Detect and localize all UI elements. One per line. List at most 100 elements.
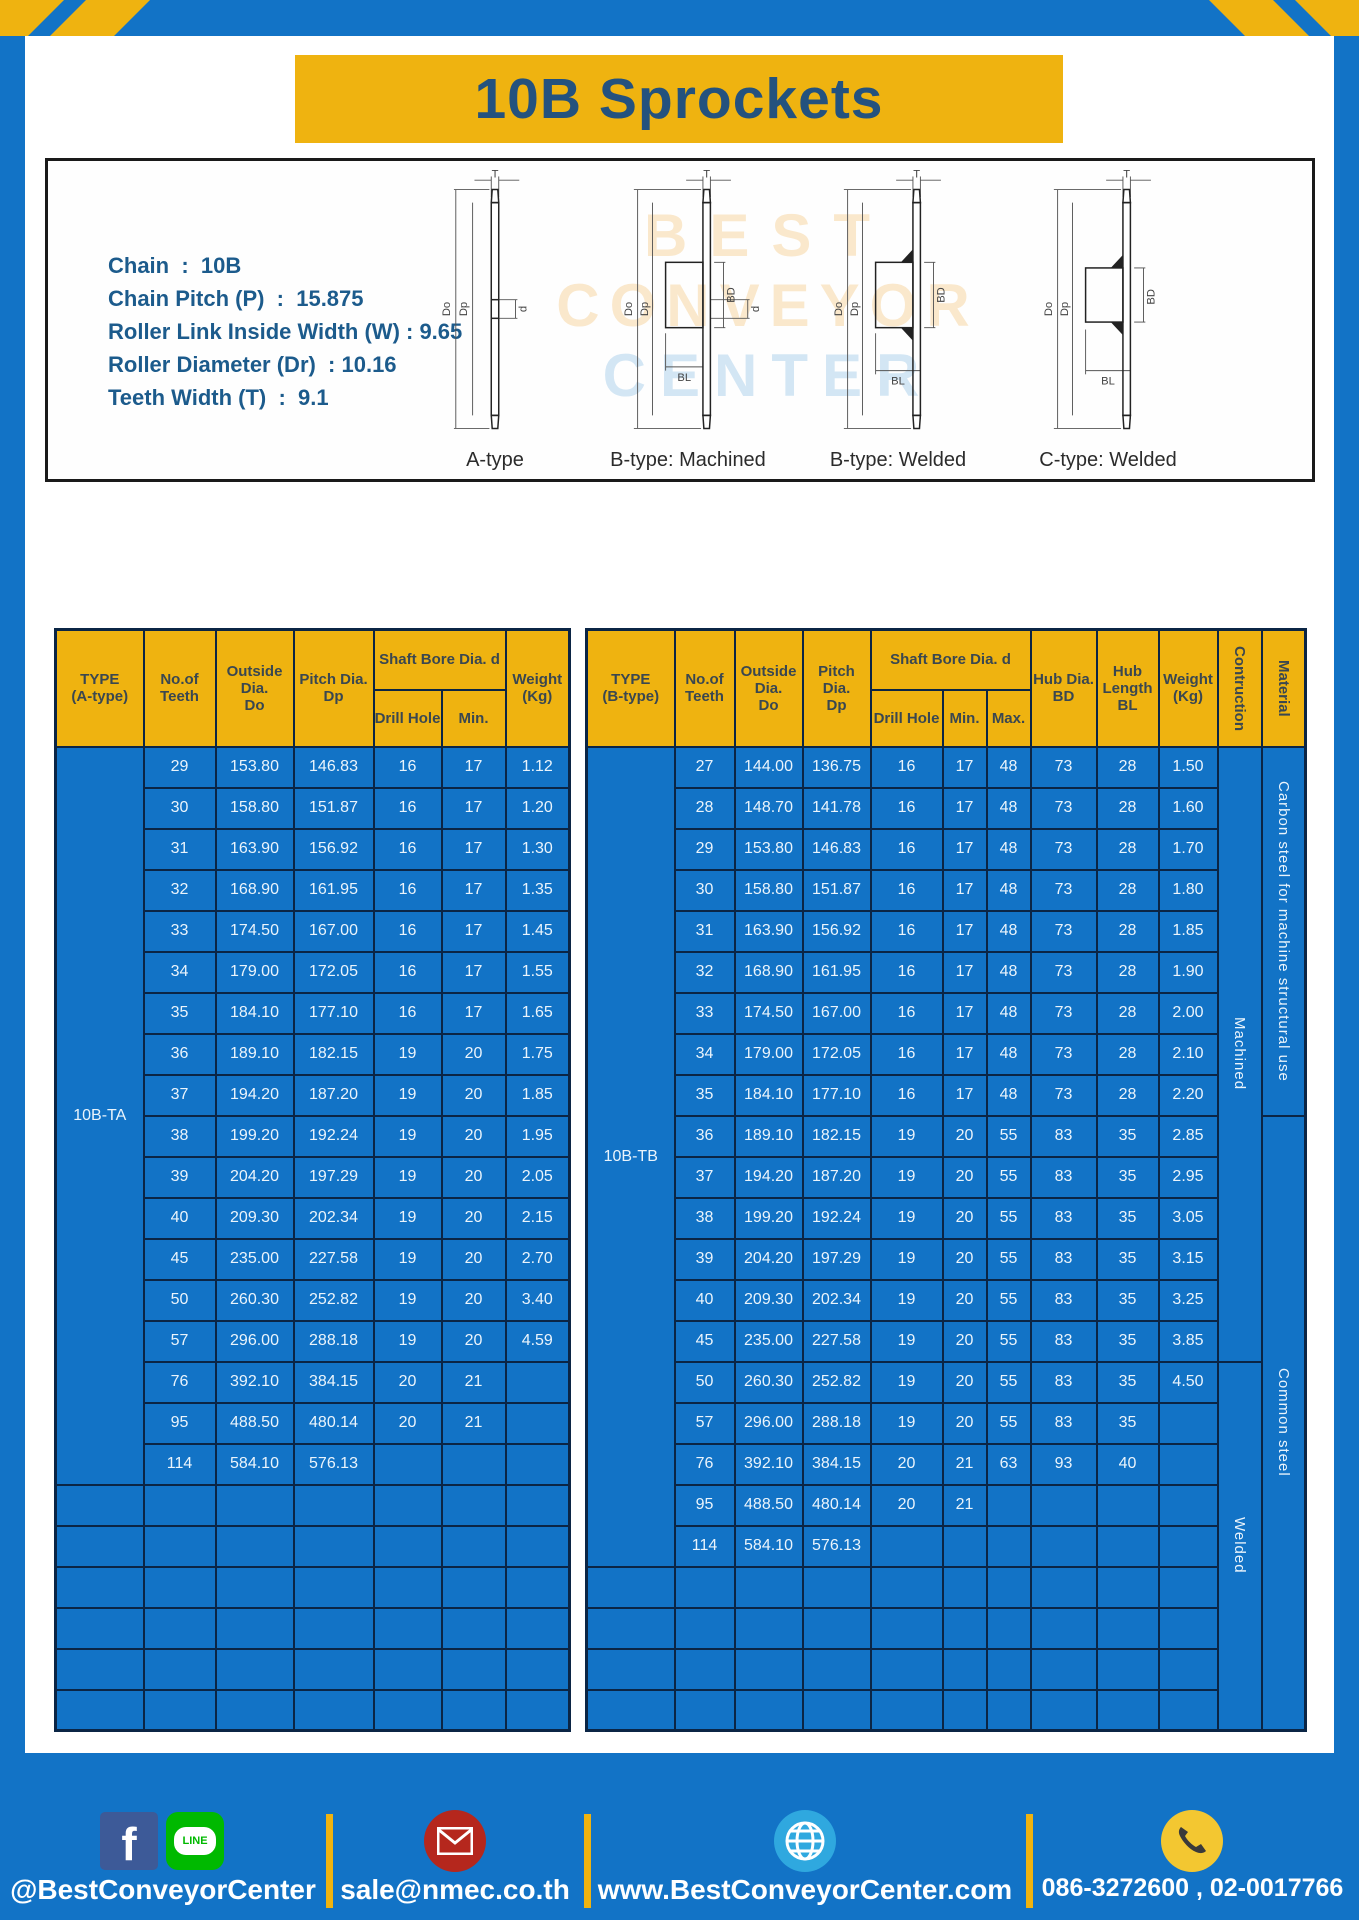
table-cell: 209.30 [733, 1278, 804, 1322]
table-cell: 16 [869, 991, 944, 1035]
table-cell [985, 1688, 1032, 1732]
table-cell: 16 [869, 950, 944, 994]
table-cell [941, 1688, 988, 1732]
table-cell: 19 [869, 1114, 944, 1158]
table-cell: 17 [941, 909, 988, 953]
table-cell: 17 [440, 786, 507, 830]
table-cell: 144.00 [733, 745, 804, 789]
table-cell: 1.45 [504, 909, 571, 953]
table-cell: 16 [372, 827, 443, 871]
table-cell: 20 [440, 1319, 507, 1363]
table-cell: 95 [142, 1401, 217, 1445]
table-cell: 16 [372, 745, 443, 789]
table-cell: 584.10 [214, 1442, 295, 1486]
table-cell: 17 [941, 786, 988, 830]
table-cell: 21 [941, 1442, 988, 1486]
table-cell [292, 1606, 375, 1650]
table-cell [440, 1524, 507, 1568]
table-cell: 199.20 [214, 1114, 295, 1158]
table-cell: 17 [440, 827, 507, 871]
material-cell: Common steel [1260, 1114, 1307, 1732]
table-cell: 114 [673, 1524, 736, 1568]
table-row: 95 488.50 480.14 20 21 [587, 1483, 1306, 1527]
footer-divider [326, 1814, 333, 1908]
table-cell: 204.20 [214, 1155, 295, 1199]
table-cell [1029, 1565, 1098, 1609]
table-cell: 296.00 [733, 1401, 804, 1445]
table-row: 37 194.20 187.20 19 20 1.85 [56, 1073, 571, 1117]
dim-label-do: Do [833, 302, 845, 316]
table-cell [504, 1688, 571, 1732]
dim-label-bl: BL [677, 372, 691, 384]
table-cell: 83 [1029, 1278, 1098, 1322]
table-cell: 189.10 [733, 1114, 804, 1158]
table-cell: 16 [372, 950, 443, 994]
table-cell [440, 1647, 507, 1691]
table-cell: 83 [1029, 1237, 1098, 1281]
table-cell: 17 [941, 827, 988, 871]
table-cell [214, 1483, 295, 1527]
table-cell [673, 1565, 736, 1609]
table-cell: 16 [372, 991, 443, 1035]
table-cell: 114 [142, 1442, 217, 1486]
table-cell: 33 [673, 991, 736, 1035]
type-cell [54, 1483, 145, 1527]
globe-icon [774, 1810, 836, 1872]
table-cell: 76 [673, 1442, 736, 1486]
table-row: 36 189.10 182.15 19 20 55 83 35 2.85 Common steel [587, 1114, 1307, 1732]
table-row: 95 488.50 480.14 20 21 [56, 1401, 571, 1445]
table-cell [1157, 1401, 1219, 1445]
table-cell: 20 [440, 1237, 507, 1281]
table-cell: 55 [985, 1237, 1032, 1281]
table-cell: 31 [673, 909, 736, 953]
table-cell: 2.15 [504, 1196, 571, 1240]
table-cell: 19 [372, 1196, 443, 1240]
construction-cell: Machined [1216, 745, 1263, 1363]
table-cell: 16 [372, 868, 443, 912]
table-cell: 55 [985, 1360, 1032, 1404]
table-cell [1157, 1688, 1219, 1732]
table-cell [1029, 1524, 1098, 1568]
table-cell: 38 [142, 1114, 217, 1158]
table-cell: 392.10 [214, 1360, 295, 1404]
line-icon: LINE [166, 1812, 224, 1870]
table-cell: 73 [1029, 909, 1098, 953]
dim-label-dp: Dp [458, 302, 470, 316]
table-cell: 488.50 [733, 1483, 804, 1527]
table-cell: 3.05 [1157, 1196, 1219, 1240]
table-cell [1095, 1483, 1160, 1527]
table-cell: 179.00 [733, 1032, 804, 1076]
table-cell: 227.58 [801, 1319, 872, 1363]
table-cell: 19 [372, 1319, 443, 1363]
table-cell [869, 1565, 944, 1609]
table-cell [801, 1606, 872, 1650]
table-row: 34 179.00 172.05 16 17 48 73 28 2.10 [587, 1032, 1306, 1076]
dim-label-dp: Dp [1059, 302, 1071, 316]
table-row: 57 296.00 288.18 19 20 55 83 35 [587, 1401, 1306, 1445]
table-cell: 35 [1095, 1360, 1160, 1404]
table-cell: 73 [1029, 950, 1098, 994]
col-header-construction: Contruction [1216, 628, 1263, 748]
type-cell [585, 1688, 676, 1732]
table-cell: 27 [673, 745, 736, 789]
table-cell: 19 [869, 1360, 944, 1404]
table-cell: 288.18 [801, 1401, 872, 1445]
table-cell: 209.30 [214, 1196, 295, 1240]
table-row: 38 199.20 192.24 19 20 55 83 35 3.05 [587, 1196, 1306, 1240]
table-cell: 16 [869, 786, 944, 830]
table-cell [733, 1647, 804, 1691]
table-row [54, 1606, 571, 1650]
table-row: 31 163.90 156.92 16 17 1.30 [56, 827, 571, 871]
table-row [54, 1565, 571, 1609]
footer-social-handle: @BestConveyorCenter [10, 1874, 316, 1905]
table-cell: 136.75 [801, 745, 872, 789]
table-row: 33 174.50 167.00 16 17 1.45 [56, 909, 571, 953]
table-cell: 28 [1095, 950, 1160, 994]
table-cell [1157, 1524, 1219, 1568]
table-cell: 32 [142, 868, 217, 912]
table-cell: 2.70 [504, 1237, 571, 1281]
table-cell: 20 [941, 1196, 988, 1240]
table-row [585, 1606, 1306, 1650]
table-cell: 73 [1029, 827, 1098, 871]
table-cell: 187.20 [801, 1155, 872, 1199]
